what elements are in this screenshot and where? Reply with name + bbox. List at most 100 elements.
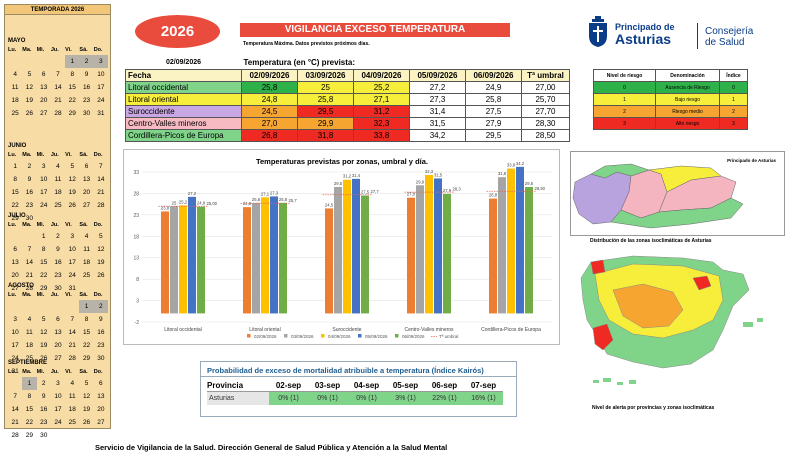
- calendar-day: 24: [40, 202, 48, 209]
- calendar-month-name: AGOSTO: [8, 283, 34, 289]
- calendar-day: 1: [79, 300, 94, 313]
- calendar-day-header: Vi.: [65, 47, 72, 53]
- calendar-day: [51, 300, 65, 313]
- forecast-zone: Litoral oriental: [125, 92, 242, 106]
- risk-row: 3 Alto riesgo 3: [593, 117, 748, 130]
- calendar-day-header: Do.: [93, 47, 103, 53]
- calendar-day: 3: [13, 316, 17, 323]
- chart-bar: [498, 177, 506, 314]
- calendar-day: 29: [82, 355, 91, 362]
- calendar-week: 22 23 24 25 26 27 28: [8, 199, 108, 212]
- calendar-day: 12: [97, 246, 105, 253]
- calendar-month-name: SEPTIEMBRE: [8, 360, 48, 366]
- calendar-month-name: JUNIO: [8, 143, 27, 149]
- forecast-value: 29,5: [297, 104, 354, 118]
- chart-data-label: 31,8: [498, 171, 507, 176]
- kairos-value: 0% (1): [269, 392, 308, 405]
- calendar-month-name: MAYO: [8, 38, 26, 44]
- calendar-week: 17 18 19 20 21 22 23: [8, 339, 108, 352]
- calendar-day: 4: [70, 380, 75, 387]
- calendar-day: 4: [56, 163, 60, 170]
- calendar-day: 30: [25, 215, 34, 222]
- forecast-value: 25,8: [241, 80, 298, 94]
- chart-data-label: 26,8: [489, 193, 498, 198]
- calendar-day: 29: [40, 285, 48, 292]
- calendar-day: 15: [68, 84, 76, 91]
- calendar-day: 31: [11, 368, 19, 375]
- forecast-value: 31,2: [353, 104, 410, 118]
- calendar-day-header: Ma.: [22, 369, 32, 375]
- chart-legend-label: 06/09/2026: [402, 334, 425, 339]
- calendar-day: 8: [13, 176, 17, 183]
- calendar-day: 22: [25, 419, 34, 426]
- chart-legend-swatch: [284, 334, 288, 338]
- calendar-day-header: Mi.: [36, 369, 45, 375]
- forecast-value: 31,5: [409, 116, 466, 130]
- chart-bar: [170, 206, 178, 314]
- chart-bar: [407, 197, 415, 314]
- calendar-day: [22, 55, 36, 68]
- chart-data-label: 24,8: [243, 201, 252, 206]
- calendar-day: 11: [83, 246, 90, 253]
- chart-y-tick: 13: [133, 256, 139, 262]
- spain-map-image: [580, 255, 763, 385]
- calendar-day: 28: [54, 110, 62, 117]
- calendar-day: 29: [68, 110, 76, 117]
- forecast-value: 31,4: [409, 104, 466, 118]
- calendar-day: 9: [27, 176, 32, 183]
- logo-department: Consejería de Salud: [705, 26, 753, 48]
- forecast-value: 25: [297, 80, 354, 94]
- forecast-value: 31,8: [297, 128, 354, 142]
- forecast-threshold: 27,70: [521, 104, 570, 118]
- chart-bar: [243, 207, 251, 314]
- chart-data-label: 24,5: [325, 202, 334, 207]
- chart-y-tick: 3: [136, 299, 139, 305]
- forecast-value: 29,5: [465, 128, 522, 142]
- calendar-week: 1 2 3 4 5: [8, 230, 108, 243]
- chart-threshold-label: 28,3: [453, 187, 462, 192]
- chart-bar: [261, 197, 269, 314]
- calendar-day: 18: [11, 97, 19, 104]
- calendar-day: 27: [97, 419, 105, 426]
- calendar-day: 22: [40, 272, 48, 279]
- calendar-week: 31: [8, 365, 108, 378]
- calendar-day-headers: Lu. Ma. Mi. Ju. Vi. Sá. Do.: [8, 291, 108, 300]
- forecast-zone: Litoral occidental: [125, 80, 242, 94]
- calendar-day: 15: [40, 259, 48, 266]
- kairos-header-province: Provincia: [207, 380, 269, 392]
- chart-data-label: 31,4: [352, 173, 361, 178]
- chart-legend-label: 05/09/2026: [365, 334, 388, 339]
- calendar-week: 29 30: [8, 212, 108, 225]
- chart-bar: [179, 205, 187, 314]
- calendar-day: [22, 230, 36, 243]
- calendar-day: 20: [40, 97, 48, 104]
- kairos-table: Provincia 02-sep 03-sep 04-sep 05-sep 06-sep 0…: [201, 377, 516, 405]
- forecast-row: Litoral oriental 24,8 25,8 27,1 27,3 25,8 25,7…: [125, 92, 570, 106]
- calendar-day: 20: [54, 342, 62, 349]
- calendar-week: 3 4 5 6 7 8 9: [8, 313, 108, 326]
- calendar-month: JULIO Lu. Ma. Mi. Ju. Vi. Sá. Do. 1 2 3 4 5 6 7 8 9 10 11 1…: [8, 212, 108, 295]
- chart-y-tick: -2: [135, 320, 140, 326]
- temperature-chart: Temperaturas previstas por zonas, umbral…: [123, 149, 560, 345]
- calendar-day: 1: [41, 233, 46, 240]
- forecast-row: Centro-Valles mineros 27,0 29,9 32,3 31,5 27,…: [125, 116, 570, 130]
- calendar-day-header: Ju.: [50, 152, 59, 158]
- calendar-day: [65, 429, 79, 442]
- calendar-week: 15 16 17 18 19 20 21: [8, 186, 108, 199]
- chart-threshold-label: 25,7: [289, 198, 298, 203]
- chart-y-tick: 8: [136, 277, 139, 283]
- logo-line-1: Principado de: [615, 22, 675, 32]
- chart-data-label: 25,2: [179, 199, 188, 204]
- chart-data-label: 32,3: [425, 169, 434, 174]
- calendar-day: 19: [40, 342, 48, 349]
- calendar-day-header: Ma.: [22, 47, 32, 53]
- calendar-week: 8 9 10 11 12 13 14: [8, 173, 108, 186]
- calendar-day: 1: [65, 55, 80, 68]
- kairos-header-day: 03-sep: [308, 380, 347, 392]
- calendar-day: 23: [82, 97, 91, 104]
- logo-divider: [697, 23, 698, 49]
- forecast-header-date: 05/09/2026: [409, 68, 466, 82]
- forecast-value: 29,9: [297, 116, 354, 130]
- calendar-day-header: Do.: [93, 152, 103, 158]
